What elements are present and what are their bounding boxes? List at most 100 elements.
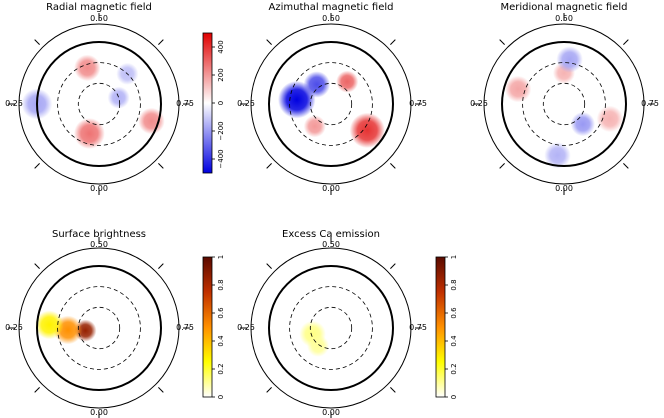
map-feature — [303, 115, 326, 138]
latitude-ring — [289, 286, 373, 370]
panel-surface-brightness: Surface brightness 0.50 0.25 0.75 0.00 — [5, 229, 194, 418]
map-feature — [570, 111, 596, 137]
phase-label-bottom: 0.00 — [555, 184, 573, 193]
colorbar-tick-label: 400 — [217, 40, 225, 53]
panel-title-radial: Radial magnetic field — [46, 2, 152, 13]
map-feature — [556, 46, 583, 73]
phase-tick — [390, 163, 396, 169]
map-feature — [306, 334, 330, 357]
latitude-ring — [77, 306, 121, 350]
phase-label-right: 0.75 — [409, 323, 427, 332]
polar-map-azimuthal — [240, 13, 422, 195]
outer-boundary — [18, 23, 180, 185]
map-feature — [74, 54, 101, 82]
latitude-ring — [542, 82, 586, 126]
phase-label-left: 0.25 — [237, 323, 255, 332]
colorbar-tick-label: 0.2 — [450, 363, 458, 374]
phase-tick — [158, 263, 164, 269]
phase-label-left: 0.25 — [470, 99, 488, 108]
colorbar-tick-label: 0.8 — [217, 279, 225, 290]
latitude-ring — [309, 306, 353, 350]
phase-tick — [499, 163, 505, 169]
equator-ring — [36, 265, 162, 391]
colorbar-tick-label: 0.4 — [450, 335, 458, 347]
outer-boundary — [250, 247, 412, 409]
phase-tick — [499, 39, 505, 45]
phase-tick — [34, 39, 40, 45]
map-feature — [544, 142, 571, 169]
colorbar-tick-label: −200 — [217, 121, 225, 140]
map-feature — [336, 70, 359, 93]
phase-tick — [390, 263, 396, 269]
panel-title-ca-emission: Excess Ca emission — [282, 229, 380, 240]
equator-ring — [36, 41, 162, 167]
phase-label-top: 0.50 — [322, 240, 340, 249]
phase-label-left: 0.25 — [237, 99, 255, 108]
feature-layer — [504, 46, 624, 169]
phase-tick — [158, 39, 164, 45]
phase-tick — [266, 263, 272, 269]
feature-layer — [21, 54, 165, 149]
colorbar-brightness: 1 0.8 0.6 0.4 0.2 0 — [202, 255, 225, 399]
colorbar-tick-label: 200 — [217, 68, 225, 81]
colorbar-tick-label: 0.6 — [217, 307, 225, 319]
panel-title-meridional: Meridional magnetic field — [501, 2, 628, 13]
outer-boundary — [18, 247, 180, 409]
panel-radial-field: Radial magnetic field 0.50 0.25 0.75 0.0… — [5, 2, 194, 195]
phase-tick — [34, 387, 40, 393]
polar-map-radial — [8, 13, 190, 195]
phase-label-top: 0.50 — [555, 14, 573, 23]
outer-boundary — [483, 23, 645, 185]
map-feature — [596, 105, 624, 133]
colorbar-tick-label: 0 — [450, 395, 458, 399]
map-feature — [303, 71, 331, 98]
colorbar-tick-label: 0.6 — [450, 307, 458, 319]
panel-title-brightness: Surface brightness — [52, 229, 146, 240]
colorbar-gradient — [435, 256, 446, 398]
colorbar-tick-label: 1 — [217, 255, 225, 259]
latitude-ring — [522, 62, 606, 146]
phase-tick — [623, 163, 629, 169]
map-feature — [73, 118, 105, 149]
colorbar-tick-label: 0.8 — [450, 279, 458, 290]
equator-ring — [268, 41, 394, 167]
polar-map-brightness — [8, 237, 190, 418]
phase-label-bottom: 0.00 — [322, 184, 340, 193]
colorbar-tick-label: −400 — [217, 149, 225, 168]
latitude-ring — [309, 82, 353, 126]
polar-map-meridional — [473, 13, 655, 195]
phase-tick — [34, 263, 40, 269]
phase-tick — [266, 163, 272, 169]
panel-title-azimuthal: Azimuthal magnetic field — [269, 2, 394, 13]
phase-label-right: 0.75 — [176, 323, 194, 332]
phase-label-bottom: 0.00 — [90, 408, 108, 417]
polar-map-ca-emission — [240, 237, 422, 418]
map-feature — [349, 112, 385, 149]
phase-tick — [158, 387, 164, 393]
phase-tick — [266, 387, 272, 393]
colorbar-magnetic: 400 200 0 −200 −400 — [202, 32, 225, 174]
phase-label-right: 0.75 — [641, 99, 659, 108]
colorbar-tick-label: 0 — [217, 395, 225, 399]
phase-tick — [266, 39, 272, 45]
phase-label-top: 0.50 — [90, 240, 108, 249]
equator-ring — [501, 41, 627, 167]
phase-label-right: 0.75 — [409, 99, 427, 108]
phase-tick — [623, 39, 629, 45]
colorbar-tick-label: 0.2 — [217, 363, 225, 374]
panel-ca-emission: Excess Ca emission 0.50 0.25 0.75 0.00 — [237, 229, 427, 418]
phase-label-top: 0.50 — [322, 14, 340, 23]
phase-label-left: 0.25 — [5, 99, 23, 108]
colorbar-ca-emission: 1 0.8 0.6 0.4 0.2 0 — [435, 255, 458, 399]
map-feature — [35, 310, 64, 340]
latitude-ring — [77, 82, 121, 126]
latitude-ring — [57, 286, 141, 370]
colorbar-tick-label: 0.4 — [217, 335, 225, 347]
phase-tick — [390, 39, 396, 45]
colorbar-tick-label: 0 — [217, 101, 225, 105]
map-feature — [504, 75, 532, 103]
phase-label-top: 0.50 — [90, 14, 108, 23]
phase-label-bottom: 0.00 — [322, 408, 340, 417]
phase-label-left: 0.25 — [5, 323, 23, 332]
